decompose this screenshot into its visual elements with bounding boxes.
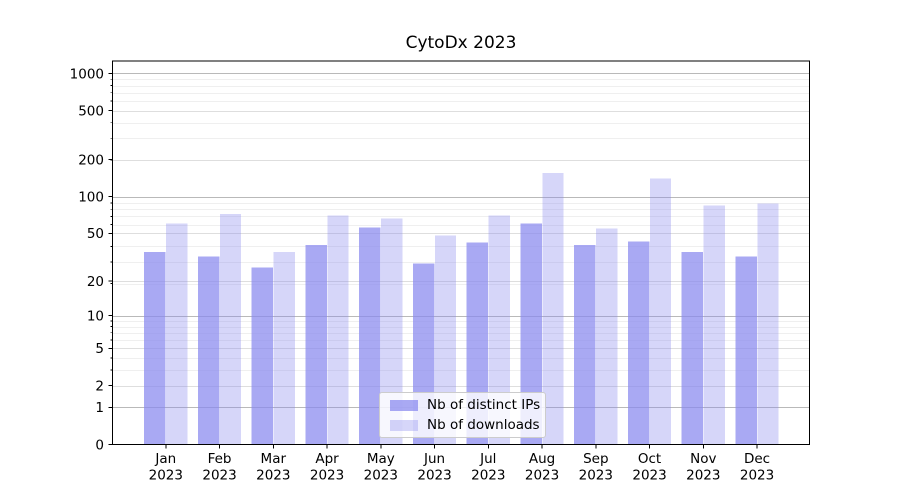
bar-downloads-feb [219,214,242,445]
x-tick-label-month-jul: Jul [479,451,496,467]
legend-swatch-downloads [390,419,418,431]
x-tick-label-year-jul: 2023 [471,468,505,484]
x-tick-label-year-sep: 2023 [579,468,613,484]
y-tick-label-500: 500 [78,103,104,119]
legend-label-downloads: Nb of downloads [427,417,540,433]
x-tick-label-year-mar: 2023 [256,468,290,484]
x-tick-label-month-oct: Oct [638,451,661,467]
bar-distinct-ips-jan [144,252,166,445]
y-tick-label-100: 100 [78,189,104,205]
y-tick-label-50: 50 [87,226,104,242]
x-tick-label-year-dec: 2023 [740,468,774,484]
x-tick-label-year-nov: 2023 [686,468,720,484]
axes-frame [112,60,810,445]
y-tick-label-20: 20 [87,274,104,290]
y-tick-label-5: 5 [95,341,104,357]
bar-downloads-oct [649,178,672,445]
bar-distinct-ips-nov [681,252,703,445]
x-tick-label-month-mar: Mar [261,451,287,467]
x-tick-label-month-feb: Feb [208,451,232,467]
x-tick-label-year-jun: 2023 [417,468,451,484]
x-tick-label-year-oct: 2023 [632,468,666,484]
bar-downloads-may [381,218,403,445]
bar-downloads-nov [703,205,725,445]
x-tick-label-month-aug: Aug [529,451,555,467]
x-tick-label-month-apr: Apr [315,451,339,467]
x-tick-label-month-sep: Sep [583,451,608,467]
bar-downloads-apr [327,215,349,445]
x-tick-label-year-jan: 2023 [149,468,183,484]
bar-downloads-aug [542,172,564,445]
legend: Nb of distinct IPs Nb of downloads [379,392,546,438]
y-tick-label-10: 10 [87,309,104,325]
y-tick-label-2: 2 [95,378,104,394]
x-tick-label-month-jan: Jan [154,451,176,467]
bar-downloads-mar [273,252,295,445]
x-tick-label-month-nov: Nov [690,451,716,467]
bar-distinct-ips-feb [197,256,220,445]
bar-distinct-ips-mar [251,267,273,445]
bar-distinct-ips-apr [305,245,327,445]
bar-distinct-ips-oct [627,241,650,445]
bar-downloads-jul [488,215,510,445]
bar-distinct-ips-may [359,227,381,445]
x-tick-label-year-feb: 2023 [202,468,236,484]
bar-downloads-jan [166,223,188,445]
x-tick-label-year-apr: 2023 [310,468,344,484]
bar-distinct-ips-sep [574,245,596,445]
bar-distinct-ips-dec [735,256,757,445]
y-tick-label-1000: 1000 [70,66,104,82]
y-tick-label-0: 0 [95,437,104,453]
x-tick-label-month-jun: Jun [423,451,445,467]
legend-label-distinct-ips: Nb of distinct IPs [427,397,541,413]
legend-item-distinct-ips: Nb of distinct IPs [390,397,541,413]
legend-swatch-distinct-ips [390,399,418,411]
chart-title: CytoDx 2023 [405,33,517,53]
bar-distinct-ips-aug [520,223,542,445]
x-tick-label-month-may: May [367,451,395,467]
legend-item-downloads: Nb of downloads [390,417,540,433]
bar-downloads-sep [596,228,618,445]
y-tick-label-1: 1 [95,400,104,416]
bar-downloads-dec [757,203,779,445]
x-tick-label-year-aug: 2023 [525,468,559,484]
x-tick-label-year-may: 2023 [364,468,398,484]
y-tick-label-200: 200 [78,153,104,169]
x-tick-label-month-dec: Dec [744,451,770,467]
